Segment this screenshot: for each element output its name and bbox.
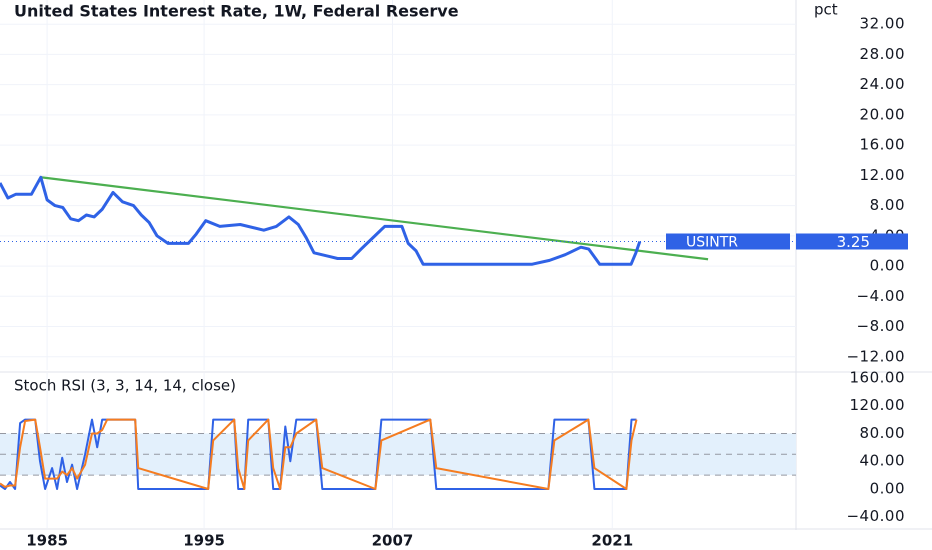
symbol-label: USINTR: [686, 235, 738, 251]
y-tick-label: −40.00: [846, 507, 905, 525]
y-tick-label: 8.00: [870, 196, 905, 214]
y-tick-label: 0.00: [870, 479, 905, 497]
plot-layer: 32.0028.0024.0020.0016.0012.008.004.000.…: [0, 0, 908, 550]
series-line: [0, 175, 642, 266]
y-tick-label: 16.00: [860, 136, 905, 154]
x-tick-label: 1985: [26, 532, 68, 550]
y-tick-label: −4.00: [857, 287, 905, 305]
y-tick-label: 40.00: [860, 452, 905, 470]
y-tick-label: 12.00: [860, 166, 905, 184]
x-tick-label: 2007: [372, 532, 414, 550]
y-tick-label: 120.00: [850, 396, 906, 414]
y-tick-label: 20.00: [860, 105, 905, 123]
symbol-badge: [666, 233, 790, 250]
y-unit: pct: [814, 1, 838, 19]
last-value-label: 3.25: [837, 233, 870, 251]
trend-line: [40, 176, 709, 261]
y-tick-label: 80.00: [860, 424, 905, 442]
chart-title: United States Interest Rate, 1W, Federal…: [14, 2, 459, 21]
y-tick-label: 24.00: [860, 75, 905, 93]
y-tick-label: 28.00: [860, 45, 905, 63]
indicator-title: Stoch RSI (3, 3, 14, 14, close): [14, 377, 236, 395]
x-tick-label: 2021: [591, 532, 633, 550]
series-line: [0, 418, 638, 490]
y-tick-label: −12.00: [846, 347, 905, 365]
y-tick-label: 0.00: [870, 257, 905, 275]
x-tick-label: 1995: [183, 532, 225, 550]
y-tick-label: 160.00: [850, 368, 906, 386]
value-badge: [796, 233, 908, 250]
y-tick-label: 32.00: [860, 15, 905, 33]
y-tick-label: −8.00: [857, 317, 905, 335]
